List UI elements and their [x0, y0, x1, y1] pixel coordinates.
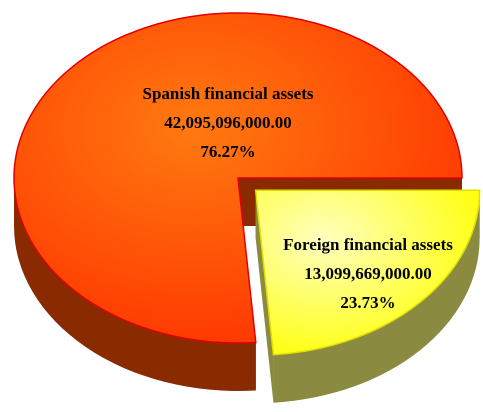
share-label: 23.73%: [340, 293, 395, 312]
value-label: 13,099,669,000.00: [304, 264, 432, 283]
slice-side: [14, 178, 256, 391]
slice-label: Spanish financial assets: [143, 84, 314, 103]
slice-label: Foreign financial assets: [283, 235, 453, 254]
slice: [13, 12, 463, 344]
slice-side: [255, 190, 274, 403]
share-label: 76.27%: [200, 142, 255, 161]
slice: [254, 189, 481, 356]
value-label: 42,095,096,000.00: [164, 113, 292, 132]
slice-side: [273, 190, 480, 403]
